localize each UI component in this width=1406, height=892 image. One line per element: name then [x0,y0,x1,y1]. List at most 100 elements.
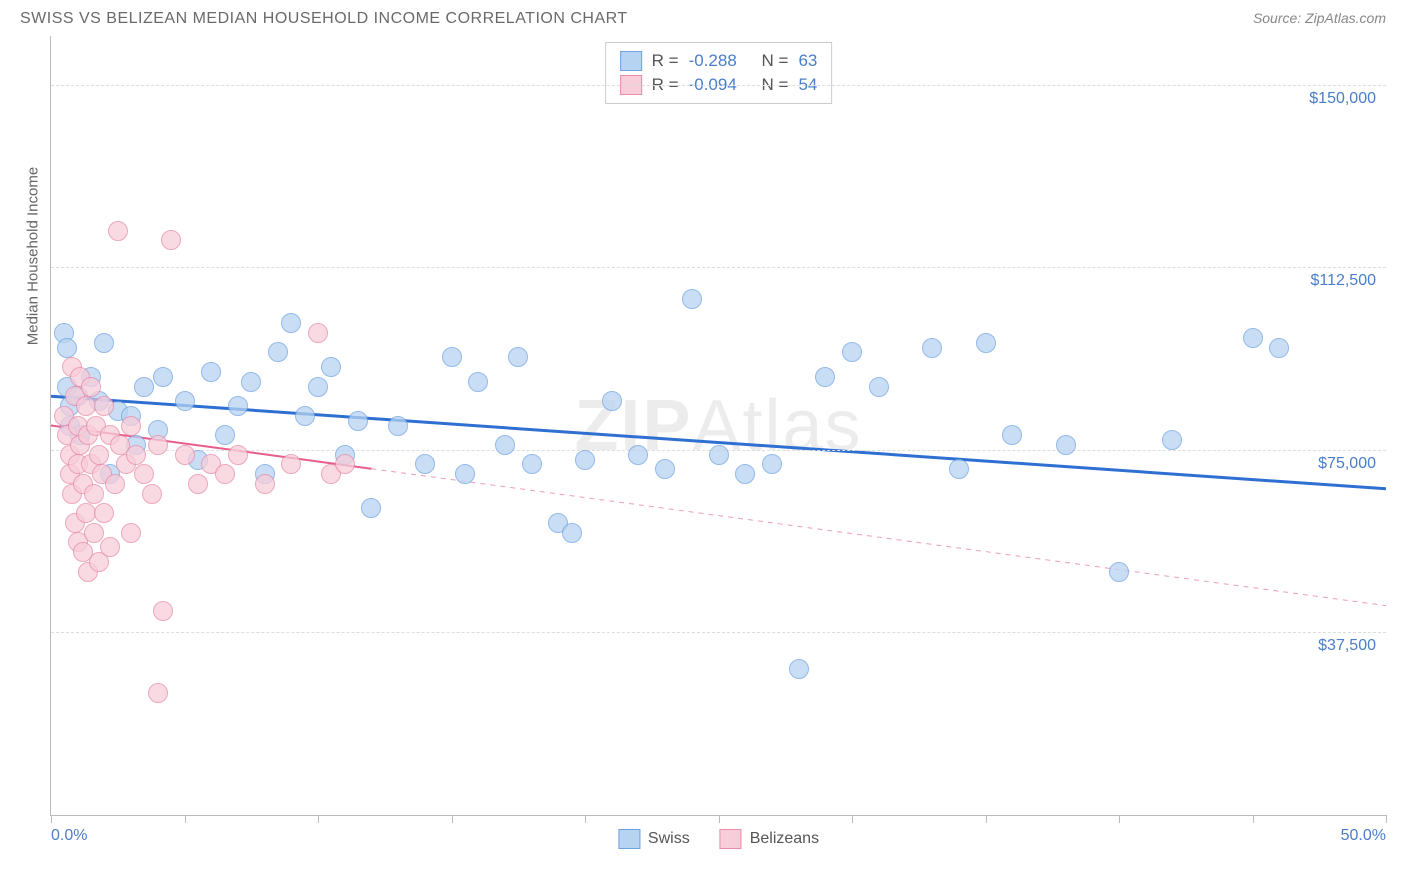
stats-row-swiss: R = -0.288 N = 63 [620,49,818,73]
data-point [522,454,542,474]
data-point [442,347,462,367]
n-value-swiss: 63 [798,51,817,71]
r-label: R = [652,51,679,71]
x-tick [585,815,586,823]
data-point [76,503,96,523]
data-point [153,367,173,387]
data-point [869,377,889,397]
y-tick-label: $112,500 [1310,272,1376,290]
data-point [709,445,729,465]
y-tick-label: $150,000 [1309,90,1376,108]
trend-lines-svg [51,36,1386,815]
legend-item-swiss: Swiss [618,829,690,849]
data-point [682,289,702,309]
data-point [134,464,154,484]
bottom-legend: Swiss Belizeans [618,829,819,849]
data-point [308,323,328,343]
data-point [100,537,120,557]
data-point [1002,425,1022,445]
data-point [735,464,755,484]
data-point [562,523,582,543]
legend-label-swiss: Swiss [648,830,690,848]
chart-container: SWISS VS BELIZEAN MEDIAN HOUSEHOLD INCOM… [10,10,1396,882]
y-tick-label: $37,500 [1318,637,1376,655]
r-value-swiss: -0.288 [689,51,737,71]
data-point [295,406,315,426]
data-point [575,450,595,470]
n-label: N = [762,51,789,71]
data-point [215,464,235,484]
gridline [51,267,1386,268]
x-tick [185,815,186,823]
chart-header: SWISS VS BELIZEAN MEDIAN HOUSEHOLD INCOM… [10,10,1396,36]
gridline [51,85,1386,86]
data-point [508,347,528,367]
data-point [495,435,515,455]
y-tick-label: $75,000 [1318,455,1376,473]
data-point [121,416,141,436]
data-point [241,372,261,392]
data-point [81,377,101,397]
data-point [628,445,648,465]
x-tick [318,815,319,823]
data-point [201,362,221,382]
data-point [762,454,782,474]
legend-label-belizeans: Belizeans [750,830,819,848]
data-point [89,445,109,465]
data-point [361,498,381,518]
data-point [949,459,969,479]
plot-area: Median Household Income ZIPAtlas R = -0.… [50,36,1386,816]
data-point [308,377,328,397]
data-point [455,464,475,484]
swatch-swiss [620,51,642,71]
data-point [815,367,835,387]
data-point [228,445,248,465]
y-axis-title: Median Household Income [25,166,42,344]
data-point [76,396,96,416]
x-tick [986,815,987,823]
chart-title: SWISS VS BELIZEAN MEDIAN HOUSEHOLD INCOM… [20,10,628,28]
data-point [468,372,488,392]
data-point [842,342,862,362]
data-point [105,474,125,494]
legend-swatch-swiss [618,829,640,849]
x-tick [719,815,720,823]
data-point [108,221,128,241]
data-point [268,342,288,362]
data-point [321,357,341,377]
x-tick [1119,815,1120,823]
data-point [415,454,435,474]
x-axis-max-label: 50.0% [1341,827,1386,845]
data-point [281,313,301,333]
legend-swatch-belizeans [720,829,742,849]
x-tick [1386,815,1387,823]
chart-source: Source: ZipAtlas.com [1253,10,1386,26]
data-point [1056,435,1076,455]
data-point [215,425,235,445]
data-point [84,523,104,543]
data-point [161,230,181,250]
x-tick [852,815,853,823]
data-point [94,333,114,353]
data-point [976,333,996,353]
stats-legend: R = -0.288 N = 63 R = -0.094 N = 54 [605,42,833,104]
data-point [142,484,162,504]
data-point [84,484,104,504]
data-point [94,503,114,523]
data-point [175,391,195,411]
data-point [121,523,141,543]
data-point [1269,338,1289,358]
data-point [148,683,168,703]
data-point [602,391,622,411]
data-point [655,459,675,479]
data-point [94,396,114,416]
x-tick [1253,815,1254,823]
data-point [175,445,195,465]
data-point [335,454,355,474]
gridline [51,632,1386,633]
data-point [1109,562,1129,582]
data-point [1162,430,1182,450]
x-tick [51,815,52,823]
data-point [126,445,146,465]
data-point [188,474,208,494]
